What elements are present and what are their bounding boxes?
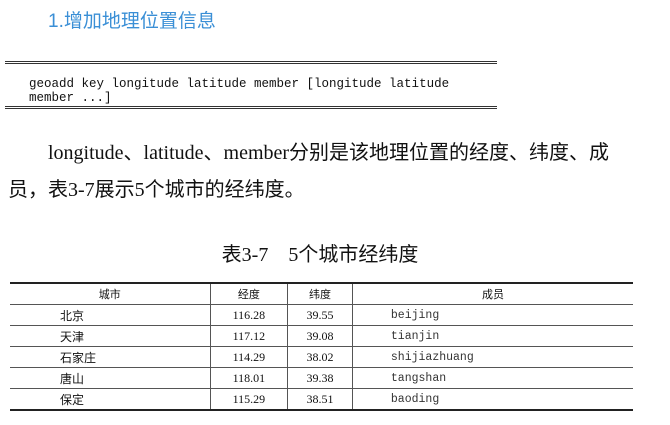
table-cell: 117.12 [209,325,289,347]
body-paragraph: longitude、latitude、member分别是该地理位置的经度、纬度、… [8,142,610,201]
header-cell: 经度 [209,282,289,305]
table-caption: 表3-7 5个城市经纬度 [221,244,419,266]
table-header-row: 城市 经度 纬度 成员 [10,282,633,305]
table-cell: 116.28 [209,304,289,326]
table-cell: 115.29 [209,388,289,411]
table-cell: tianjin [351,325,633,347]
table-cell: 39.55 [287,304,353,326]
header-cell: 纬度 [287,282,353,305]
code-text: geoadd key longitude latitude member [lo… [29,77,450,105]
table-cell: 39.38 [287,367,353,389]
table-cell: baoding [351,388,633,411]
table-cell: 38.02 [287,346,353,368]
table-cell: 38.51 [287,388,353,411]
section-heading: 1.增加地理位置信息 [48,11,216,32]
table-cell: 保定 [10,388,211,411]
table-row: 北京 116.28 39.55 beijing [10,304,633,326]
code-block: geoadd key longitude latitude member [lo… [5,61,497,109]
table-cell: 39.08 [287,325,353,347]
table-cell: 唐山 [10,367,211,389]
table-cell: 天津 [10,325,211,347]
table-cell: 118.01 [209,367,289,389]
table-cell: 114.29 [209,346,289,368]
table-row: 唐山 118.01 39.38 tangshan [10,367,633,389]
table-row: 天津 117.12 39.08 tianjin [10,325,633,347]
header-cell: 成员 [351,282,633,305]
table-cell: tangshan [351,367,633,389]
table-cell: shijiazhuang [351,346,633,368]
table-cell: beijing [351,304,633,326]
table-cell: 北京 [10,304,211,326]
table-cell: 石家庄 [10,346,211,368]
table-row: 石家庄 114.29 38.02 shijiazhuang [10,346,633,368]
header-cell: 城市 [10,282,211,305]
table-row: 保定 115.29 38.51 baoding [10,388,633,411]
city-coordinates-table: 城市 经度 纬度 成员 北京 116.28 39.55 beijing 天津 117.12… [10,282,633,411]
